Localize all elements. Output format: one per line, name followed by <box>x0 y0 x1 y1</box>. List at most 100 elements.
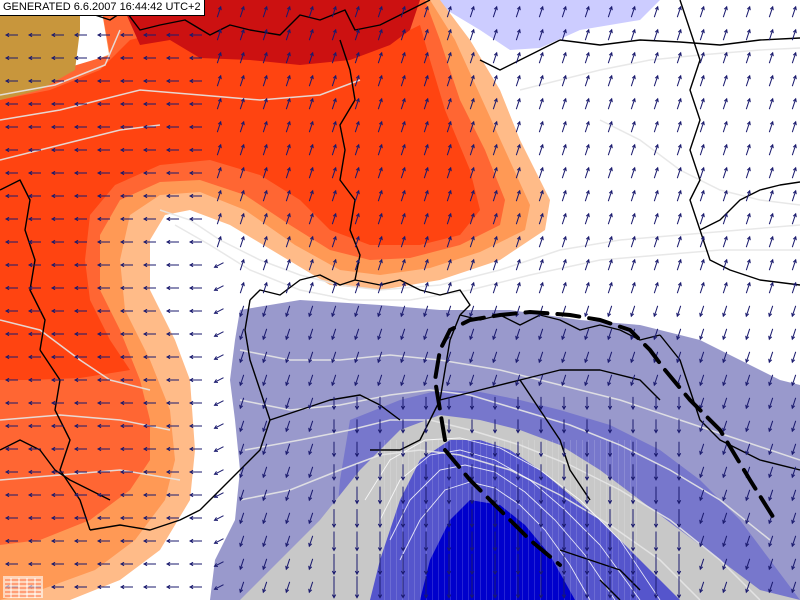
wind-arrow-head <box>73 469 79 475</box>
wind-arrow-head <box>699 335 704 341</box>
wind-arrow <box>214 538 224 544</box>
wind-arrow <box>515 52 521 64</box>
wind-arrow <box>561 144 567 156</box>
wind-arrow-head <box>470 28 475 34</box>
wind-arrow-head <box>745 496 750 502</box>
wind-arrow-head <box>354 429 360 434</box>
wind-arrow-head <box>654 235 659 241</box>
wind-arrow-head <box>677 74 682 80</box>
wind-arrow <box>515 121 521 133</box>
wind-arrow-head <box>354 335 359 341</box>
wind-arrow-head <box>699 427 704 433</box>
wind-arrow <box>745 121 751 133</box>
wind-arrow-head <box>262 588 267 594</box>
wind-arrows <box>4 5 797 599</box>
wind-arrow <box>768 190 774 202</box>
wind-arrow-head <box>492 452 498 458</box>
wind-arrow <box>745 52 751 64</box>
wind-arrow-head <box>791 358 796 364</box>
wind-arrow-head <box>515 381 520 387</box>
wind-arrow-head <box>308 358 313 364</box>
wind-arrow-head <box>654 120 659 126</box>
wind-arrow-head <box>516 120 521 126</box>
wind-arrow-head <box>722 450 727 456</box>
wind-arrow-head <box>723 120 728 126</box>
wind-arrow <box>239 535 245 547</box>
wind-arrow-head <box>493 281 498 287</box>
wind-arrow <box>607 282 613 294</box>
wind-arrow <box>400 351 406 363</box>
wind-arrow-head <box>188 469 194 475</box>
wind-arrow-head <box>309 281 314 287</box>
wind-arrow <box>377 236 383 248</box>
wind-arrow-head <box>73 377 79 383</box>
wind-arrow-head <box>562 189 567 195</box>
wind-arrow-head <box>213 448 219 452</box>
wind-arrow-head <box>677 258 682 264</box>
wind-arrow <box>653 98 659 110</box>
wind-arrow <box>285 6 291 18</box>
wind-arrow-head <box>240 166 245 172</box>
wind-arrow-head <box>515 500 521 505</box>
wind-arrow <box>262 167 268 179</box>
wind-arrow-head <box>470 166 475 172</box>
wind-arrow-head <box>631 120 636 126</box>
wind-arrow-head <box>4 101 10 107</box>
wind-arrow <box>377 167 383 179</box>
wind-arrow-head <box>746 74 751 80</box>
wind-arrow <box>285 213 291 225</box>
wind-arrow <box>285 558 291 570</box>
wind-arrow <box>653 282 659 294</box>
wind-arrow-head <box>332 97 337 103</box>
wind-arrow-head <box>607 429 613 434</box>
wind-arrow-head <box>240 189 245 195</box>
wind-arrow <box>538 29 544 41</box>
wind-arrow-head <box>4 32 10 38</box>
wind-arrow-head <box>538 381 543 387</box>
wind-arrow-head <box>213 540 219 544</box>
wind-arrow <box>722 581 728 593</box>
wind-arrow-head <box>423 405 429 411</box>
wind-arrow-head <box>331 523 337 529</box>
wind-arrow-head <box>96 308 102 314</box>
wind-arrow-head <box>27 55 33 61</box>
wind-arrow <box>538 282 544 294</box>
wind-arrow-head <box>607 312 612 318</box>
wind-arrow <box>768 167 774 179</box>
wind-arrow-head <box>378 28 383 34</box>
wind-arrow-head <box>4 147 10 153</box>
wind-arrow-head <box>791 565 796 571</box>
wind-arrow <box>722 75 728 87</box>
wind-arrow-head <box>165 55 171 61</box>
wind-arrow <box>331 305 337 317</box>
wind-arrow-head <box>142 193 148 199</box>
wind-arrow <box>423 75 429 87</box>
wind-arrow-head <box>286 212 291 218</box>
wind-arrow-head <box>516 212 521 218</box>
wind-arrow <box>515 259 521 271</box>
wind-arrow-head <box>769 120 774 126</box>
wind-arrow <box>377 374 383 386</box>
wind-arrow-head <box>516 51 521 57</box>
wind-arrow <box>653 167 659 179</box>
wind-arrow <box>423 29 429 41</box>
wind-arrow-head <box>515 476 521 481</box>
wind-arrow-head <box>654 258 659 264</box>
wind-arrow-head <box>630 570 636 576</box>
wind-arrow-head <box>354 594 360 599</box>
wind-arrow-head <box>562 120 567 126</box>
wind-arrow-head <box>584 570 590 576</box>
wind-arrow-head <box>608 28 613 34</box>
wind-arrow <box>699 374 705 386</box>
wind-arrow <box>377 121 383 133</box>
wind-arrow-head <box>309 97 314 103</box>
wind-arrow-head <box>239 312 244 318</box>
wind-arrow-head <box>73 308 79 314</box>
wind-arrow-head <box>423 547 429 552</box>
wind-arrow-head <box>73 193 79 199</box>
wind-arrow-head <box>377 500 383 505</box>
wind-arrow-head <box>723 212 728 218</box>
wind-arrow-head <box>239 496 244 502</box>
wind-arrow <box>791 75 797 87</box>
wind-arrow <box>308 190 314 202</box>
